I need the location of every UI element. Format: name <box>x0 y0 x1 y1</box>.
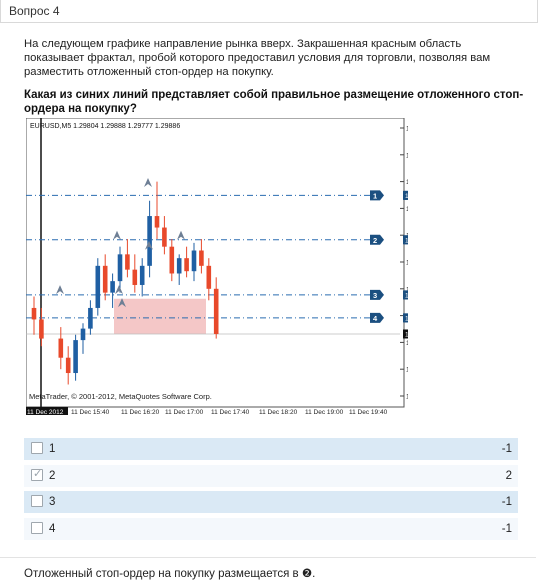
time-tick-label: 11 Dec 17:00 <box>165 409 204 415</box>
level-marker-shape <box>370 312 384 323</box>
price-tick-label: 1.30120 <box>406 152 408 159</box>
copyright-text: MetaTrader, © 2001-2012, MetaQuotes Soft… <box>29 392 212 401</box>
price-tick-label: 1.29945 <box>406 286 408 293</box>
candle-body <box>80 328 86 341</box>
candle-body <box>73 340 78 374</box>
option-checkbox[interactable] <box>31 495 43 507</box>
candle-body <box>213 288 219 334</box>
option-score: 2 <box>505 470 512 482</box>
price-chart: 1.301551.301201.300851.300501.300151.299… <box>26 118 408 415</box>
feedback-bar: Отложенный стоп-ордер на покупку размеща… <box>0 557 536 582</box>
candle-body <box>95 265 101 308</box>
price-tag <box>403 290 408 300</box>
feedback-text: Отложенный стоп-ордер на покупку размеща… <box>24 568 316 580</box>
price-tag <box>403 190 408 200</box>
level-marker-3: 3 1.29937 <box>370 289 408 300</box>
candle-body <box>58 338 64 358</box>
level-number: 3 <box>373 291 377 300</box>
price-tick-label: 1.29980 <box>406 260 408 267</box>
time-tick-highlight <box>26 407 68 415</box>
fractal-zone <box>114 298 206 334</box>
option-checkbox[interactable] <box>31 442 43 454</box>
level-number: 2 <box>373 236 377 245</box>
price-tick-label: 1.30050 <box>406 206 408 213</box>
price-tick-label: 1.29805 <box>406 394 408 401</box>
option-checkbox[interactable] <box>31 467 43 481</box>
candle-body <box>169 246 175 274</box>
fractal-arrow-icon <box>56 285 64 295</box>
candle-body <box>39 319 44 339</box>
candle-body <box>162 227 167 247</box>
option-checkbox[interactable] <box>31 522 43 534</box>
option-label: 2 <box>49 470 56 482</box>
question-prompt: На следующем графике направление рынка в… <box>24 38 491 78</box>
candle-body <box>117 254 123 282</box>
level-marker-shape <box>370 234 384 245</box>
answer-option[interactable]: 1 -1 <box>24 438 518 460</box>
candle-body <box>31 307 37 320</box>
answer-option[interactable]: 22 <box>24 465 518 487</box>
price-tag <box>403 235 408 245</box>
option-score: -1 <box>501 496 512 508</box>
candle-body <box>191 250 197 272</box>
candle-body <box>132 269 138 285</box>
price-tick-label: 1.29840 <box>406 367 408 374</box>
question-header: Вопрос 4 <box>0 0 538 23</box>
candle-body <box>110 281 115 293</box>
price-tick-label: 1.30155 <box>406 126 408 133</box>
price-tag <box>403 313 408 323</box>
fractal-arrow-icon <box>118 298 126 308</box>
time-tick-label: 11 Dec 2012 <box>27 409 64 415</box>
candle-body <box>88 307 93 329</box>
level-marker-4: 4 1.29907 <box>370 312 408 323</box>
question-number: Вопрос 4 <box>9 4 60 18</box>
candle-body <box>154 216 160 228</box>
option-label: 3 <box>49 496 56 508</box>
option-label: 1 <box>49 443 56 455</box>
candle-body <box>102 265 108 293</box>
fractal-arrow-icon <box>177 230 185 240</box>
level-price: 1.29937 <box>405 292 408 299</box>
option-score: -1 <box>501 443 512 455</box>
answer-option[interactable]: 4 -1 <box>24 518 518 540</box>
candle-body <box>176 258 182 274</box>
level-marker-2: 2 1.30009 <box>370 234 408 245</box>
candle-body <box>199 250 204 266</box>
chart-frame <box>26 118 405 408</box>
candle-body <box>139 265 145 285</box>
level-price: 1.30067 <box>405 193 408 200</box>
fractal-arrow-icon <box>115 285 123 295</box>
candle-body <box>206 265 212 289</box>
level-price: 1.29907 <box>405 315 408 322</box>
level-marker-shape <box>370 190 384 201</box>
time-tick-label: 11 Dec 15:40 <box>71 409 110 415</box>
time-tick-label: 11 Dec 19:40 <box>349 409 388 415</box>
question-text: Какая из синих линий представляет собой … <box>24 89 524 115</box>
price-tick-label: 1.29875 <box>406 340 408 347</box>
candle-body <box>184 258 189 272</box>
option-label: 4 <box>49 523 56 535</box>
candle-body <box>147 216 152 266</box>
time-tick-label: 11 Dec 16:20 <box>121 409 160 415</box>
current-price-label: 1.29886 <box>405 331 408 338</box>
level-price: 1.30009 <box>405 237 408 244</box>
time-tick-label: 11 Dec 17:40 <box>211 409 250 415</box>
candle-body <box>65 357 71 374</box>
answer-option[interactable]: 3 -1 <box>24 491 518 513</box>
level-marker-1: 1 1.30067 <box>370 190 408 201</box>
chart-svg: 1.301551.301201.300851.300501.300151.299… <box>26 118 408 415</box>
time-tick-label: 11 Dec 18:20 <box>259 409 298 415</box>
level-number: 1 <box>373 191 377 200</box>
candle-body <box>125 254 130 270</box>
fractal-arrow-icon <box>144 177 152 187</box>
symbol-info: EURUSD,M5 1.29804 1.29888 1.29777 1.2988… <box>30 123 180 130</box>
time-tick-label: 11 Dec 19:00 <box>305 409 344 415</box>
option-score: -1 <box>501 523 512 535</box>
current-price-tag <box>403 329 408 339</box>
level-number: 4 <box>373 314 378 323</box>
fractal-arrow-icon <box>145 240 153 250</box>
level-marker-shape <box>370 289 384 300</box>
price-tick-label: 1.30085 <box>406 179 408 186</box>
fractal-arrow-icon <box>113 230 121 240</box>
